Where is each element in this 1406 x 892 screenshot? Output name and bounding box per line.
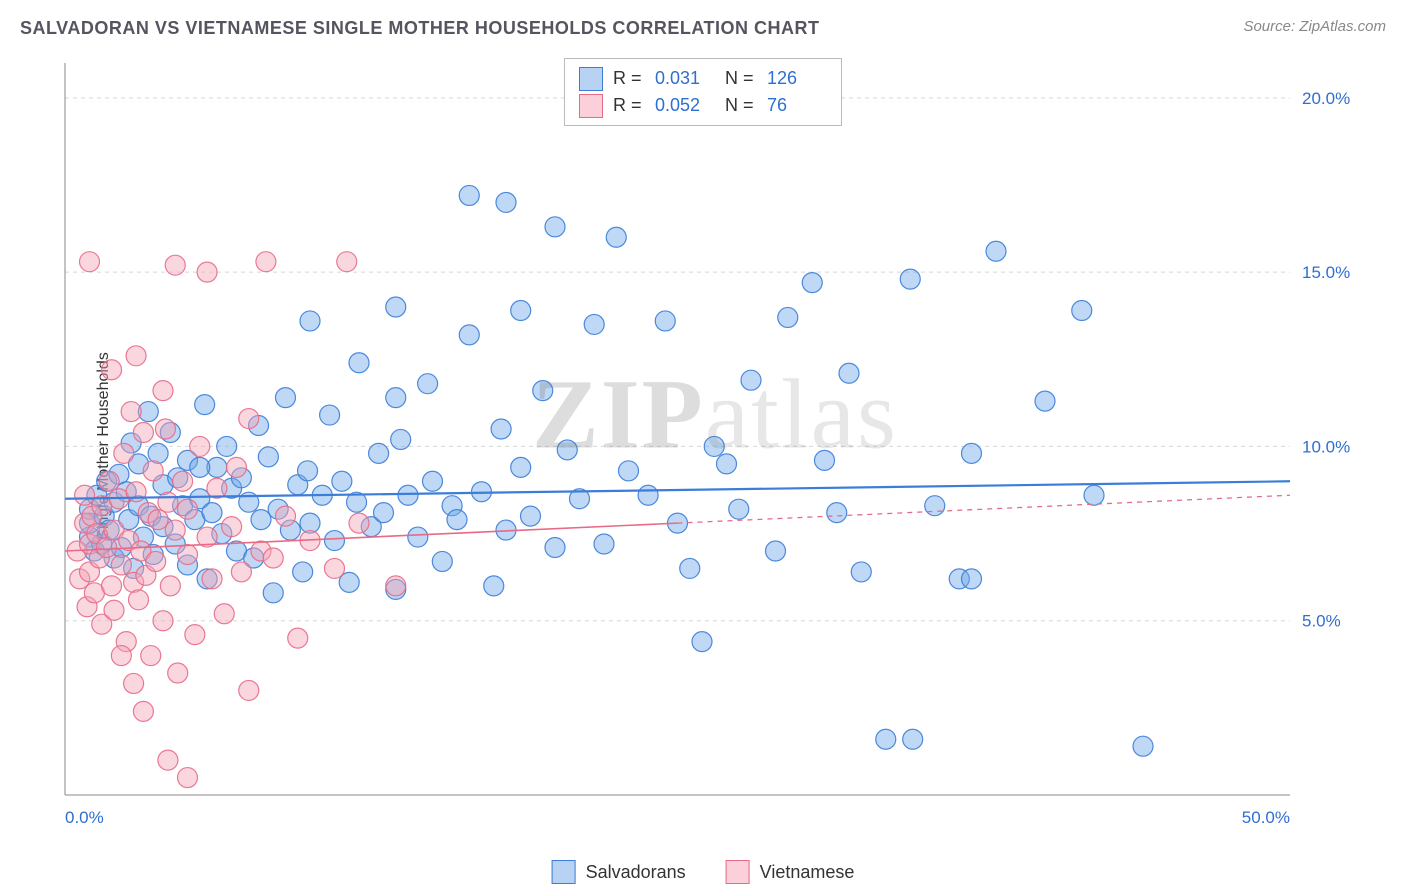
bottom-legend-item: Vietnamese xyxy=(726,860,855,884)
stats-value: 76 xyxy=(767,92,827,119)
bottom-legend-item: Salvadorans xyxy=(552,860,686,884)
svg-text:50.0%: 50.0% xyxy=(1242,808,1290,827)
stats-label: N = xyxy=(725,65,757,92)
stats-legend-row: R = 0.052 N = 76 xyxy=(579,92,827,119)
source-label: Source: ZipAtlas.com xyxy=(1243,18,1386,35)
stats-label: R = xyxy=(613,65,645,92)
stats-legend: R = 0.031 N = 126 R = 0.052 N = 76 xyxy=(564,58,842,126)
svg-text:0.0%: 0.0% xyxy=(65,808,104,827)
stats-value: 0.031 xyxy=(655,65,715,92)
svg-text:15.0%: 15.0% xyxy=(1302,263,1350,282)
stats-value: 0.052 xyxy=(655,92,715,119)
stats-legend-row: R = 0.031 N = 126 xyxy=(579,65,827,92)
chart-plot-area: 5.0%10.0%15.0%20.0%0.0%50.0% ZIPatlas xyxy=(55,55,1375,835)
legend-swatch xyxy=(579,67,603,91)
chart-svg: 5.0% 10.0% 15.0% 20.0% 0.0% 50.0% xyxy=(55,55,1375,835)
stats-label: N = xyxy=(725,92,757,119)
bottom-legend: Salvadorans Vietnamese xyxy=(552,860,855,884)
legend-label: Vietnamese xyxy=(760,862,855,883)
stats-label: R = xyxy=(613,92,645,119)
chart-title: SALVADORAN VS VIETNAMESE SINGLE MOTHER H… xyxy=(20,18,820,39)
svg-text:10.0%: 10.0% xyxy=(1302,437,1350,456)
legend-swatch xyxy=(552,860,576,884)
legend-label: Salvadorans xyxy=(586,862,686,883)
legend-swatch xyxy=(579,94,603,118)
stats-value: 126 xyxy=(767,65,827,92)
legend-swatch xyxy=(726,860,750,884)
svg-text:20.0%: 20.0% xyxy=(1302,89,1350,108)
chart-header: SALVADORAN VS VIETNAMESE SINGLE MOTHER H… xyxy=(20,18,1386,39)
svg-text:5.0%: 5.0% xyxy=(1302,612,1341,631)
